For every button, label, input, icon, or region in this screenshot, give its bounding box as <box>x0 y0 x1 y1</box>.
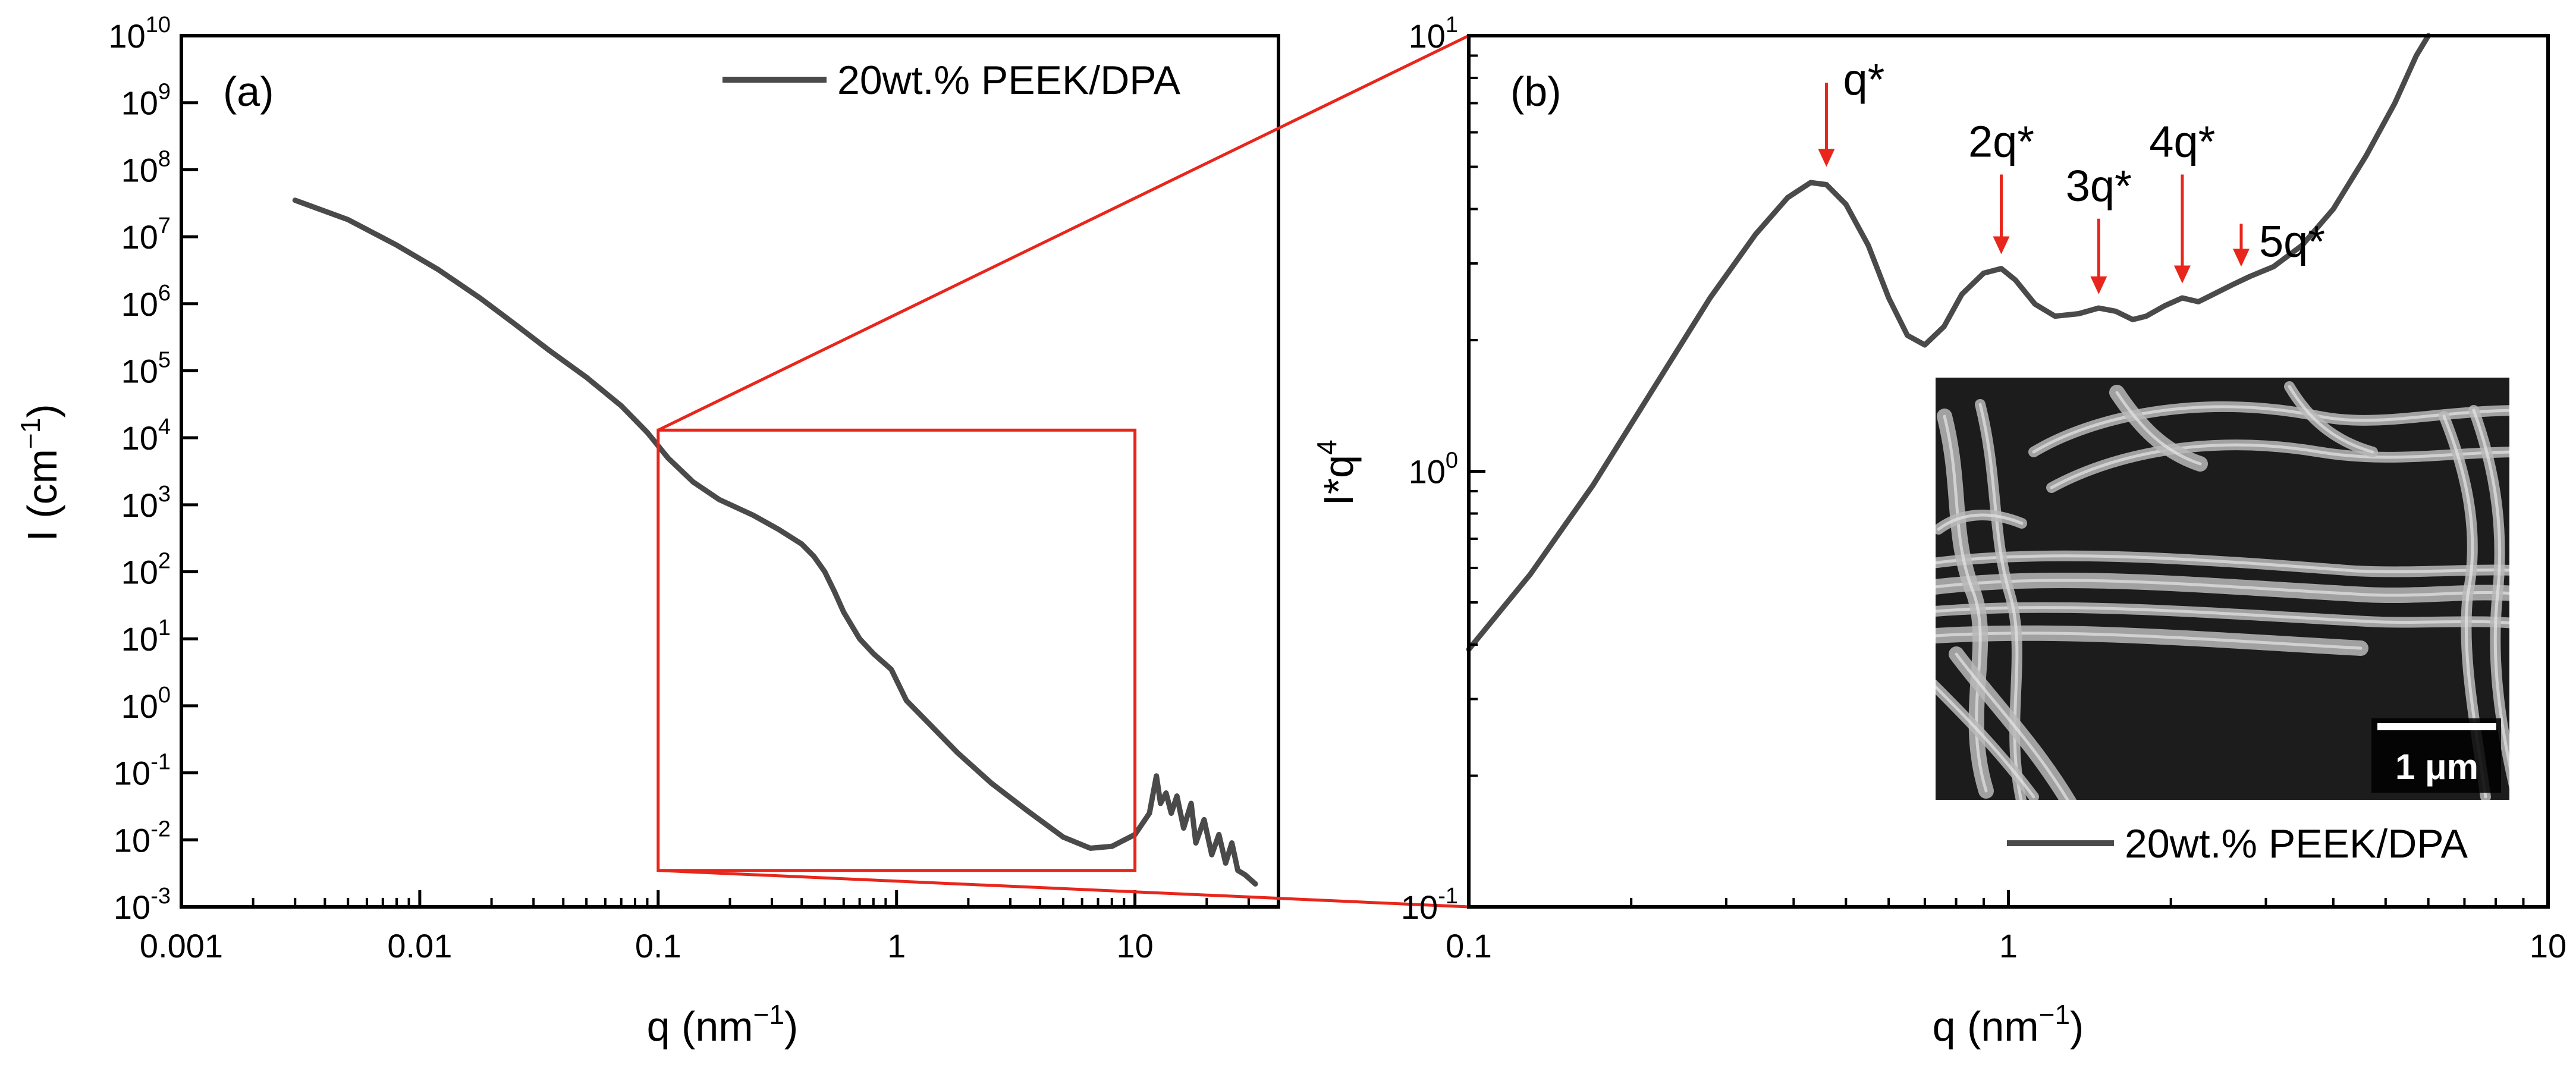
panel-a-y-tick-label: 103 <box>121 482 171 524</box>
panel-a-x-axis-title-exp: −1 <box>753 999 784 1030</box>
panel-a-y-axis-title-close: ) <box>19 404 65 417</box>
sem-fiber-highlight <box>1955 652 2069 800</box>
sem-fiber-highlight <box>2115 391 2202 466</box>
scale-bar-label: 1 μm <box>2395 747 2478 787</box>
panel-b-x-tick-label: 1 <box>1999 927 2018 965</box>
panel-b-x-axis-title-exp: −1 <box>2039 999 2070 1030</box>
sem-fiber-highlight <box>1937 513 2024 531</box>
panel-b-x-axis: 0.1 1 10 <box>1446 890 2566 965</box>
panel-b: 1 μm 0.1 1 10 10-1 100 101 q* 2q* 3q* 4q* 5q* (b… <box>1311 12 2566 1050</box>
panel-a-y-tick-label: 1010 <box>108 12 171 55</box>
panel-a-y-tick-label: 10-1 <box>114 750 171 792</box>
panel-a-y-axis-title-exp: −1 <box>15 418 46 449</box>
peak-label: q* <box>1843 55 1884 104</box>
panel-a-x-tick-label: 1 <box>887 927 906 965</box>
peak-arrow-head <box>1993 236 2010 255</box>
sem-inset: 1 μm <box>1936 378 2509 800</box>
zoom-box <box>656 428 1137 872</box>
panel-a-y-tick-label: 107 <box>121 213 171 256</box>
panel-b-y-tick-label: 100 <box>1409 448 1458 491</box>
scale-bar-box <box>2371 718 2501 793</box>
peak-label: 4q* <box>2149 117 2215 166</box>
panel-a-y-axis: 10-3 10-2 10-1 100 101 102 103 104 105 106 107 108 1… <box>108 12 198 926</box>
peak-arrow-head <box>2090 276 2107 294</box>
panel-b-peak-annotations: q* 2q* 3q* 4q* 5q* <box>1818 55 2325 294</box>
panel-a-x-tick-label: 10 <box>1116 927 1153 965</box>
panel-a-y-axis-title-text: I (cm <box>19 449 65 542</box>
panel-a-x-axis-title-close: ) <box>784 1003 798 1050</box>
panel-a-x-axis-title-text: q (nm <box>647 1003 753 1050</box>
panel-a-legend-label: 20wt.% PEEK/DPA <box>837 58 1181 103</box>
panel-a-y-tick-label: 100 <box>121 683 171 725</box>
panel-a-y-tick-label: 10-3 <box>114 884 171 926</box>
panel-a-y-tick-label: 102 <box>121 549 171 591</box>
panel-a-y-tick-label: 101 <box>121 615 171 658</box>
sem-fiber-highlight <box>1936 554 2509 573</box>
panel-b-y-axis-title-text: I*q <box>1315 455 1362 506</box>
panel-b-x-axis-title-text: q (nm <box>1933 1003 2039 1050</box>
panel-a-y-axis-title: I (cm−1) <box>15 404 65 541</box>
panel-a-y-tick-label: 10-2 <box>114 816 171 859</box>
panel-a-label: (a) <box>223 68 274 115</box>
panel-a-y-tick-label: 106 <box>121 281 171 323</box>
peak-arrow-head <box>2173 265 2191 284</box>
sem-fiber-highlight <box>2472 409 2509 771</box>
panel-b-y-axis-title: I*q4 <box>1311 439 1362 505</box>
panel-a-series-line <box>292 197 1258 887</box>
sem-fiber-highlight <box>2288 385 2374 454</box>
panel-a-x-axis: 0.001 0.01 0.1 1 10 <box>140 890 1250 965</box>
zoom-connector-bottom <box>658 869 1469 909</box>
panel-b-series-line <box>1466 33 2432 652</box>
panel-a-legend: 20wt.% PEEK/DPA <box>722 58 1181 103</box>
panel-b-x-axis-title-close: ) <box>2070 1003 2084 1050</box>
peak-label: 3q* <box>2066 161 2132 211</box>
panel-a: 0.001 0.01 0.1 1 10 10-3 10-2 10-1 100 101 102 103… <box>15 12 1280 1050</box>
peak-arrow-head <box>2232 249 2250 267</box>
panel-b-legend-label: 20wt.% PEEK/DPA <box>2125 821 2468 866</box>
zoom-connectors <box>657 34 1470 909</box>
panel-a-x-tick-label: 0.001 <box>140 927 223 965</box>
panel-a-y-tick-label: 108 <box>121 146 171 189</box>
panel-b-x-tick-label: 10 <box>2530 927 2566 965</box>
panel-a-y-tick-label: 109 <box>121 80 171 122</box>
sem-inset-fibers <box>1936 381 2509 800</box>
panel-a-x-tick-label: 0.1 <box>635 927 681 965</box>
zoom-connector-top <box>657 34 1470 432</box>
panel-b-y-tick-label: 101 <box>1409 12 1458 55</box>
panel-b-y-axis-title-exp: 4 <box>1311 439 1342 455</box>
panel-b-x-tick-label: 0.1 <box>1446 927 1492 965</box>
panel-a-frame <box>180 34 1280 909</box>
panel-a-plot-area <box>292 197 1258 887</box>
panel-b-y-tick-label: 10-1 <box>1401 884 1458 926</box>
sem-fiber-highlight <box>1936 684 2035 799</box>
panel-b-plot-area <box>1466 33 2432 652</box>
panel-b-x-axis-title: q (nm−1) <box>1933 999 2084 1050</box>
panel-b-label: (b) <box>1510 68 1562 115</box>
panel-b-y-axis: 10-1 100 101 <box>1401 12 1485 926</box>
sem-fiber-highlight <box>2050 443 2509 489</box>
sem-fiber-highlight <box>1936 579 2509 597</box>
panel-a-x-tick-label: 0.01 <box>387 927 452 965</box>
peak-label: 2q* <box>1968 117 2034 166</box>
peak-arrow-head <box>1818 149 1835 167</box>
panel-b-legend: 20wt.% PEEK/DPA <box>2007 821 2468 866</box>
panel-a-x-axis-title: q (nm−1) <box>647 999 799 1050</box>
panel-a-y-tick-label: 104 <box>121 414 171 457</box>
peak-label: 5q* <box>2259 216 2325 266</box>
panel-a-y-tick-label: 105 <box>121 347 171 390</box>
